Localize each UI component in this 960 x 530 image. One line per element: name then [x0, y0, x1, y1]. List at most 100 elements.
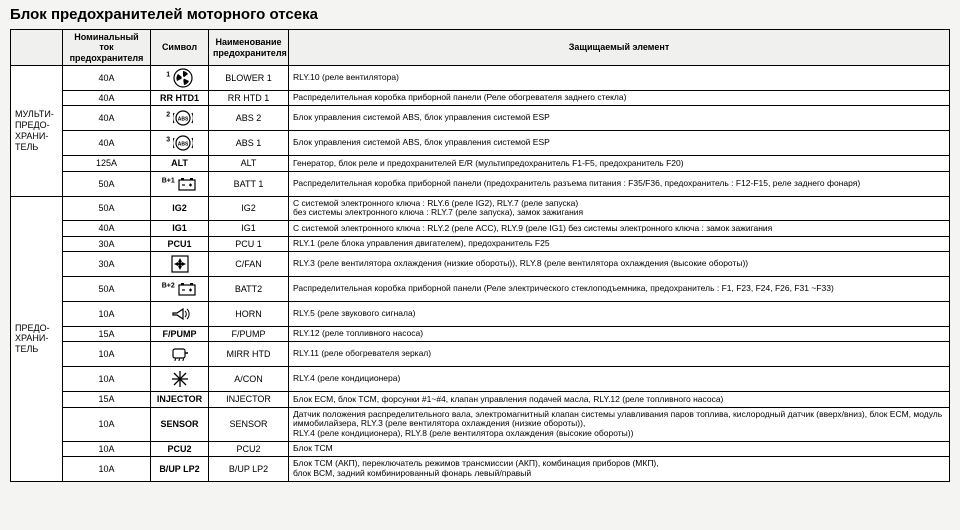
- cell-name: ABS 2: [209, 106, 289, 131]
- cell-name: MIRR HTD: [209, 342, 289, 367]
- col-rating: Номинальный ток предохранителя: [63, 30, 151, 66]
- cell-name: A/CON: [209, 367, 289, 392]
- cell-protected: RLY.5 (реле звукового сигнала): [289, 301, 950, 326]
- cell-symbol: 1: [151, 66, 209, 91]
- group-label: МУЛЬТИ-ПРЕДО-ХРАНИ-ТЕЛЬ: [11, 66, 63, 197]
- fuse-table: Номинальный ток предохранителя Символ На…: [10, 29, 950, 482]
- cell-rating: 40A: [63, 66, 151, 91]
- col-group: [11, 30, 63, 66]
- col-protected: Защищаемый элемент: [289, 30, 950, 66]
- table-row: 15AINJECTORINJECTORБлок ECM, блок TCM, ф…: [11, 392, 950, 407]
- cell-rating: 40A: [63, 221, 151, 236]
- page-title: Блок предохранителей моторного отсека: [10, 6, 950, 23]
- table-row: 40ARR HTD1RR HTD 1Распределительная коро…: [11, 91, 950, 106]
- table-row: 40A2 ABS 2Блок управления системой ABS, …: [11, 106, 950, 131]
- cell-symbol: F/PUMP: [151, 326, 209, 341]
- cell-protected: Распределительная коробка приборной пане…: [289, 91, 950, 106]
- table-row: 40AIG1IG1С системой электронного ключа :…: [11, 221, 950, 236]
- cell-protected: Распределительная коробка приборной пане…: [289, 276, 950, 301]
- cell-protected: Генератор, блок реле и предохранителей E…: [289, 156, 950, 171]
- cell-symbol: IG2: [151, 196, 209, 221]
- cell-rating: 50A: [63, 276, 151, 301]
- cell-rating: 50A: [63, 171, 151, 196]
- cell-symbol: RR HTD1: [151, 91, 209, 106]
- cell-rating: 10A: [63, 407, 151, 441]
- cell-protected: RLY.4 (реле кондиционера): [289, 367, 950, 392]
- cell-name: INJECTOR: [209, 392, 289, 407]
- cell-rating: 15A: [63, 326, 151, 341]
- table-row: 15AF/PUMPF/PUMPRLY.12 (реле топливного н…: [11, 326, 950, 341]
- cell-symbol: [151, 342, 209, 367]
- cell-symbol: [151, 367, 209, 392]
- cell-symbol: 3: [151, 131, 209, 156]
- cell-symbol: INJECTOR: [151, 392, 209, 407]
- cell-symbol: IG1: [151, 221, 209, 236]
- table-row: 10APCU2PCU2Блок TCM: [11, 441, 950, 456]
- cell-rating: 10A: [63, 367, 151, 392]
- table-row: 50AB+1 BATT 1Распределительная коробка п…: [11, 171, 950, 196]
- cell-name: HORN: [209, 301, 289, 326]
- cell-name: IG1: [209, 221, 289, 236]
- cell-rating: 10A: [63, 457, 151, 482]
- col-symbol: Символ: [151, 30, 209, 66]
- cell-protected: Блок TCM (АКП), переключатель режимов тр…: [289, 457, 950, 482]
- cell-rating: 40A: [63, 106, 151, 131]
- cell-rating: 125A: [63, 156, 151, 171]
- cell-name: BATT 1: [209, 171, 289, 196]
- cell-rating: 10A: [63, 342, 151, 367]
- table-row: 10A A/CONRLY.4 (реле кондиционера): [11, 367, 950, 392]
- cell-rating: 50A: [63, 196, 151, 221]
- table-row: 10ASENSORSENSORДатчик положения распреде…: [11, 407, 950, 441]
- table-row: 30APCU1PCU 1RLY.1 (реле блока управления…: [11, 236, 950, 251]
- cell-name: PCU2: [209, 441, 289, 456]
- cell-rating: 40A: [63, 91, 151, 106]
- cell-name: IG2: [209, 196, 289, 221]
- table-row: ПРЕДО-ХРАНИ-ТЕЛЬ50AIG2IG2С системой элек…: [11, 196, 950, 221]
- cell-name: SENSOR: [209, 407, 289, 441]
- cell-protected: RLY.3 (реле вентилятора охлаждения (низк…: [289, 251, 950, 276]
- cell-symbol: PCU1: [151, 236, 209, 251]
- cell-rating: 10A: [63, 301, 151, 326]
- cell-symbol: [151, 301, 209, 326]
- cell-name: C/FAN: [209, 251, 289, 276]
- group-label: ПРЕДО-ХРАНИ-ТЕЛЬ: [11, 196, 63, 481]
- cell-name: ABS 1: [209, 131, 289, 156]
- cell-name: F/PUMP: [209, 326, 289, 341]
- cell-rating: 30A: [63, 236, 151, 251]
- col-name: Наименование предохранителя: [209, 30, 289, 66]
- table-row: 10A HORNRLY.5 (реле звукового сигнала): [11, 301, 950, 326]
- cell-name: ALT: [209, 156, 289, 171]
- cell-protected: Блок TCM: [289, 441, 950, 456]
- cell-protected: С системой электронного ключа : RLY.6 (р…: [289, 196, 950, 221]
- cell-protected: Датчик положения распределительного вала…: [289, 407, 950, 441]
- table-row: МУЛЬТИ-ПРЕДО-ХРАНИ-ТЕЛЬ40A1 BLOWER 1RLY.…: [11, 66, 950, 91]
- cell-protected: RLY.1 (реле блока управления двигателем)…: [289, 236, 950, 251]
- cell-symbol: 2: [151, 106, 209, 131]
- cell-name: RR HTD 1: [209, 91, 289, 106]
- cell-name: BLOWER 1: [209, 66, 289, 91]
- table-row: 50AB+2 BATT2Распределительная коробка пр…: [11, 276, 950, 301]
- cell-name: BATT2: [209, 276, 289, 301]
- cell-rating: 10A: [63, 441, 151, 456]
- table-row: 30A C/FANRLY.3 (реле вентилятора охлажден…: [11, 251, 950, 276]
- table-row: 40A3 ABS 1Блок управления системой ABS, …: [11, 131, 950, 156]
- cell-protected: RLY.10 (реле вентилятора): [289, 66, 950, 91]
- cell-protected: Распределительная коробка приборной пане…: [289, 171, 950, 196]
- cell-symbol: B/UP LP2: [151, 457, 209, 482]
- table-row: 125AALTALTГенератор, блок реле и предохр…: [11, 156, 950, 171]
- cell-protected: С системой электронного ключа : RLY.2 (р…: [289, 221, 950, 236]
- cell-symbol: PCU2: [151, 441, 209, 456]
- cell-symbol: B+1: [151, 171, 209, 196]
- cell-symbol: [151, 251, 209, 276]
- cell-symbol: ALT: [151, 156, 209, 171]
- table-row: 10AB/UP LP2B/UP LP2Блок TCM (АКП), перек…: [11, 457, 950, 482]
- cell-protected: RLY.12 (реле топливного насоса): [289, 326, 950, 341]
- table-body: МУЛЬТИ-ПРЕДО-ХРАНИ-ТЕЛЬ40A1 BLOWER 1RLY.…: [11, 66, 950, 482]
- cell-name: PCU 1: [209, 236, 289, 251]
- cell-symbol: SENSOR: [151, 407, 209, 441]
- page: Блок предохранителей моторного отсека Но…: [0, 0, 960, 494]
- cell-protected: Блок управления системой ABS, блок управ…: [289, 131, 950, 156]
- cell-symbol: B+2: [151, 276, 209, 301]
- cell-rating: 30A: [63, 251, 151, 276]
- cell-rating: 40A: [63, 131, 151, 156]
